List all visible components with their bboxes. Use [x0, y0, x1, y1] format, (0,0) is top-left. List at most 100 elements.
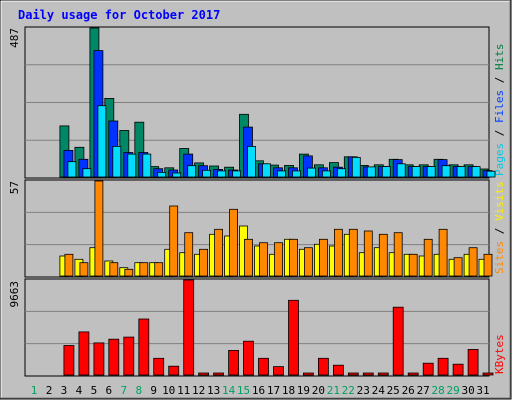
legend-entry: KBytes — [493, 334, 506, 374]
bar-pages-day-15 — [247, 145, 256, 178]
bar-sites-day-28 — [438, 228, 448, 277]
bar-pages-day-25 — [396, 163, 406, 178]
bar-sites-day-8 — [139, 262, 149, 277]
bar-kbytes-day-6 — [108, 338, 120, 376]
bar-sites-day-30 — [468, 247, 478, 277]
bar-sites-day-19 — [303, 247, 313, 277]
bar-kbytes-day-8 — [138, 318, 150, 376]
bar-sites-day-29 — [453, 257, 463, 277]
x-tick-label-day-1: 1 — [31, 384, 38, 397]
legend-entry: Hits — [493, 44, 506, 71]
bar-kbytes-day-5 — [93, 342, 105, 376]
bar-pages-day-8 — [142, 153, 152, 178]
bar-sites-day-21 — [333, 228, 343, 277]
legend-entry: Pages — [493, 143, 506, 176]
bar-sites-day-7 — [124, 268, 134, 277]
bar-sites-day-6 — [109, 262, 119, 277]
bar-kbytes-day-18 — [288, 299, 299, 376]
bar-kbytes-day-24 — [377, 372, 389, 376]
bar-pages-day-29 — [456, 166, 466, 178]
x-tick-label-day-16: 16 — [252, 384, 265, 397]
bar-sites-day-23 — [363, 230, 373, 277]
bar-kbytes-day-19 — [302, 372, 314, 376]
bar-kbytes-day-3 — [63, 345, 75, 376]
bar-kbytes-day-27 — [422, 362, 434, 376]
bar-kbytes-day-29 — [452, 363, 464, 376]
bar-sites-day-25 — [393, 232, 403, 277]
x-tick-label-day-25: 25 — [387, 384, 400, 397]
bar-kbytes-day-17 — [273, 366, 284, 376]
bar-sites-day-14 — [229, 208, 239, 277]
bar-sites-day-27 — [423, 238, 433, 277]
bar-sites-day-26 — [408, 253, 418, 277]
bar-kbytes-day-13 — [213, 372, 225, 376]
y-max-label: 487 — [8, 28, 21, 48]
legend-label: Sites / Visits — [493, 181, 506, 274]
bar-kbytes-day-30 — [467, 348, 479, 376]
bar-sites-day-11 — [184, 232, 194, 277]
bar-sites-day-10 — [169, 205, 179, 277]
bar-sites-day-20 — [318, 238, 328, 277]
bar-sites-day-18 — [289, 238, 298, 277]
bar-pages-day-20 — [321, 170, 331, 178]
bar-kbytes-day-28 — [437, 357, 449, 376]
bar-pages-day-12 — [202, 169, 212, 178]
bar-sites-day-12 — [199, 248, 209, 277]
bar-pages-day-9 — [157, 171, 167, 178]
x-tick-label-day-18: 18 — [282, 384, 295, 397]
bar-kbytes-day-15 — [243, 340, 254, 376]
bar-kbytes-day-4 — [78, 331, 90, 376]
bar-pages-day-11 — [187, 165, 197, 178]
bar-kbytes-day-25 — [392, 306, 404, 376]
x-tick-label-day-7: 7 — [120, 384, 127, 397]
bar-pages-day-27 — [426, 166, 436, 178]
panel-frame — [24, 179, 490, 278]
x-tick-label-day-27: 27 — [417, 384, 430, 397]
bar-pages-day-14 — [232, 170, 242, 178]
bar-kbytes-day-31 — [482, 372, 494, 376]
x-tick-label-day-11: 11 — [177, 384, 190, 397]
x-tick-label-day-23: 23 — [357, 384, 370, 397]
x-tick-label-day-4: 4 — [76, 384, 83, 397]
x-tick-label-day-14: 14 — [222, 384, 236, 397]
x-tick-label-day-10: 10 — [162, 384, 175, 397]
bar-pages-day-7 — [127, 153, 137, 178]
bar-sites-day-3 — [64, 253, 74, 277]
x-tick-label-day-13: 13 — [207, 384, 220, 397]
x-tick-label-day-21: 21 — [327, 384, 340, 397]
bar-pages-day-22 — [351, 156, 361, 178]
x-tick-label-day-29: 29 — [446, 384, 459, 397]
x-tick-label-day-6: 6 — [105, 384, 112, 397]
bar-pages-day-16 — [262, 163, 271, 178]
bar-pages-day-4 — [82, 168, 92, 178]
bar-sites-day-16 — [259, 242, 268, 277]
bar-pages-day-28 — [441, 165, 451, 178]
bar-kbytes-day-22 — [347, 372, 359, 376]
bar-sites-day-9 — [154, 262, 164, 277]
bar-sites-day-5 — [94, 180, 104, 277]
x-tick-label-day-31: 31 — [476, 384, 489, 397]
x-tick-label-day-17: 17 — [267, 384, 280, 397]
bar-pages-day-31 — [486, 170, 496, 178]
bar-pages-day-17 — [277, 170, 286, 178]
bar-kbytes-day-23 — [362, 372, 374, 376]
x-tick-label-day-24: 24 — [372, 384, 386, 397]
x-tick-label-day-5: 5 — [91, 384, 98, 397]
chart-title: Daily usage for October 2017 — [18, 8, 220, 22]
bar-pages-day-6 — [112, 145, 122, 178]
bar-kbytes-day-16 — [258, 357, 269, 376]
bar-kbytes-day-20 — [317, 357, 329, 376]
bar-kbytes-day-7 — [123, 336, 135, 376]
bar-pages-day-30 — [471, 166, 481, 178]
x-tick-label-day-12: 12 — [192, 384, 205, 397]
panel-kbytes: 9663 KBytes — [8, 278, 506, 377]
bar-kbytes-day-21 — [332, 364, 344, 376]
y-max-label: 9663 — [8, 281, 21, 308]
bar-pages-day-23 — [366, 166, 376, 178]
bar-kbytes-day-26 — [407, 372, 419, 376]
bar-kbytes-day-9 — [153, 357, 165, 376]
bar-pages-day-24 — [381, 166, 391, 178]
legend-label: KBytes — [493, 334, 506, 374]
panel-hits-files-pages: 487 Pages / Files / Hits — [8, 26, 506, 179]
legend-entry: / — [493, 123, 506, 143]
